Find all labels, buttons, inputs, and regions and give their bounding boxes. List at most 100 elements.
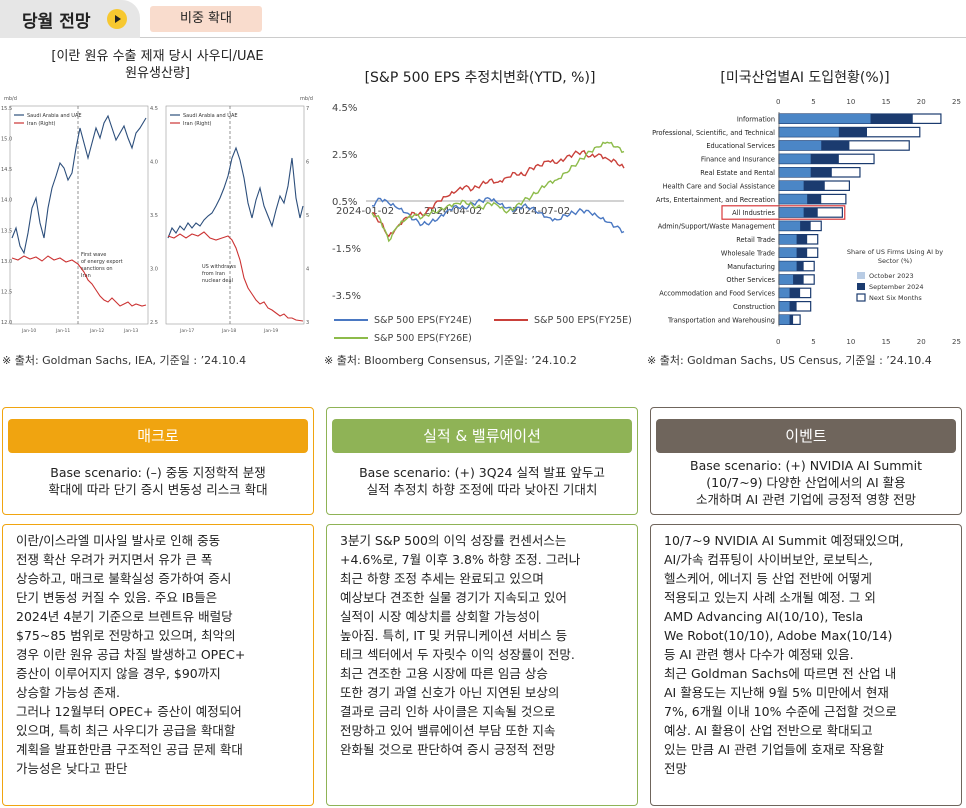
oil-right-tick: 6 [306,160,309,166]
body-line: 최근 하향 조정 추세는 완료되고 있으며 [340,571,544,586]
oil-right-x-tick: Jan-18 [221,328,236,334]
oil-left-annotation-2: of energy export [81,259,123,265]
oil-right-unit: mb/d [300,96,313,102]
ai-category-label: Finance and Insurance [701,156,775,164]
body-line: 예상보다 견조한 실물 경기가 지속되고 있어 [340,590,567,605]
ai-category-label: Health Care and Social Assistance [663,182,775,190]
panel-1-scenario-box [2,407,314,515]
body-line: 전망하고 있어 밸류에이션 부담 또한 지속 [340,723,556,738]
oil-left-tick: 15.5 [1,106,12,112]
panel-2-scenario-box [326,407,638,515]
ai-category-label: Retail Trade [736,236,775,244]
body-line: 계획을 발표한만큼 구조적인 공급 문제 확대 [16,742,243,757]
page-title: 당월 전망 [22,12,91,32]
oil-right-tick: 5 [306,213,309,219]
eps-x-axis: 2024-01-02 2024-04-02 2024-07-02 [336,206,570,217]
eps-series-line [371,196,625,234]
play-icon[interactable] [107,9,127,29]
body-line: 테크 섹터에서 두 자릿수 이익 성장률이 전망. [340,647,575,662]
eps-y-tick: 4.5% [332,103,357,114]
oil-left-tick: 12.0 [1,320,12,326]
ai-legend-label: September 2024 [869,283,924,291]
oil-right-iran-line [167,231,304,322]
ai-x-tick-bottom: 25 [952,338,961,346]
ai-bar-october-2023 [779,207,804,218]
scenario-line: 실적 추정치 하향 조정에 따라 낮아진 기대치 [366,482,598,497]
oil-mid-tick: 4.0 [150,160,158,166]
eps-x-tick: 2024-01-02 [336,206,394,217]
ai-bar-october-2023 [779,221,801,231]
body-line: 3분기 S&P 500의 이익 성장률 컨센서스는 [340,533,567,548]
oil-right-annotation: US withdraws from Iran nuclear deal [202,264,236,284]
ai-category-label: All Industries [732,209,775,217]
ai-category-label: Information [737,115,775,123]
body-line: 등 AI 관련 행사 다수가 예정돼 있음. [664,647,854,662]
ai-chart-title: [미국산업별AI 도입현황(%)] [720,70,890,86]
ai-bar-october-2023 [779,181,804,191]
body-line: 상승하고, 매크로 불확실성 증가하여 증시 [16,571,232,586]
panel-1-scenario: Base scenario: (–) 중동 지정학적 분쟁 확대에 따라 단기 증… [6,464,310,498]
ai-x-tick-top: 15 [882,98,891,106]
oil-left-annotation-1: First wave [81,252,106,258]
header-divider [140,37,966,38]
eps-chart: 4.5% 2.5% 0.5% -1.5% -3.5% 2024-01-02 2024-04… [332,103,632,344]
oil-right-legend: Saudi Arabia and UAE Iran (Right) [170,113,238,127]
body-line: 최근 Goldman Sachs에 따르면 전 산업 내 [664,666,897,681]
ai-category-label: Accommodation and Food Services [659,290,775,298]
panel-1-title: 매크로 [8,419,308,453]
body-line: 단기 변동성 커질 수 있음. 주요 IB들은 [16,590,218,605]
ai-bar-october-2023 [779,194,808,204]
body-line: 전망 [664,761,688,776]
oil-right-axis: 7 6 5 4 3 [306,106,309,326]
oil-right-annotation-1: US withdraws [202,264,236,270]
eps-x-tick: 2024-04-02 [424,206,482,217]
oil-chart-title-line1: [이란 원유 수출 제재 당시 사우디/UAE [51,49,264,64]
panel-2-title: 실적 & 밸류에이션 [332,419,632,453]
ai-legend-swatch [856,293,866,302]
oil-right-x-tick: Jan-19 [263,328,278,334]
ai-legend-title: Share of US Firms Using AI by [847,248,943,256]
body-line: 증산이 이루어지지 않을 경우, $90까지 [16,666,221,681]
oil-left-x-tick: Jan-13 [123,328,138,334]
panel-3-title: 이벤트 [656,419,956,453]
ai-x-axis: 0 0 5 5 10 10 15 15 20 20 25 25 [776,98,961,346]
body-line: We Robot(10/10), Adobe Max(10/14) [664,628,893,643]
oil-chart-title-line2: 원유생산량] [125,66,190,81]
eps-legend: S&P 500 EPS(FY24E) S&P 500 EPS(FY25E) S&P … [334,315,632,344]
ai-x-tick-top: 0 [776,98,780,106]
oil-left-axis: 15.5 15.0 14.5 14.0 13.5 13.0 12.5 12.0 [1,106,12,326]
ai-bar-october-2023 [779,167,811,177]
ai-x-tick-bottom: 20 [917,338,926,346]
ai-category-label: Construction [733,303,775,311]
ai-x-tick-bottom: 0 [776,338,780,346]
oil-mid-axis: 4.5 4.0 3.5 3.0 2.5 [150,106,158,326]
eps-chart-title: [S&P 500 EPS 추정치변화(YTD, %)] [364,70,596,86]
eps-legend-label: S&P 500 EPS(FY25E) [534,315,632,326]
body-line: AI 활용도는 지난해 9월 5% 미만에서 현재 [664,685,889,700]
body-line: 가능성은 낮다고 판단 [16,761,128,776]
eps-y-tick: -3.5% [332,291,361,302]
oil-left-x-axis: Jan-10 Jan-11 Jan-12 Jan-13 [21,328,138,334]
ai-bar-october-2023 [779,140,822,151]
oil-right-panel-frame [165,105,305,325]
oil-right-legend-saudi: Saudi Arabia and UAE [183,113,238,119]
eps-y-tick: -1.5% [332,244,361,255]
eps-series-line [371,149,625,238]
ai-category-label: Other Services [726,276,775,284]
ai-legend-label: October 2023 [869,272,914,280]
ai-bar-october-2023 [779,301,790,311]
oil-left-annotation: First wave of energy export sanctions on… [81,252,123,279]
ai-category-label: Manufacturing [727,263,775,271]
oil-right-tick: 4 [306,267,309,273]
ai-category-label: Admin/Support/Waste Management [658,223,776,231]
eps-y-tick: 0.5% [332,197,357,208]
oil-left-x-tick: Jan-11 [55,328,70,334]
body-line: 또한 경기 과열 신호가 아닌 지연된 보상의 [340,685,560,700]
eps-series-line [371,141,625,243]
oil-left-x-tick: Jan-12 [89,328,104,334]
oil-right-saudi-line [167,146,304,239]
ai-category-label: Arts, Entertainment, and Recreation [656,196,775,204]
panel-1-body: 이란/이스라엘 미사일 발사로 인해 중동 전쟁 확산 우려가 커지면서 유가 큰… [16,531,306,778]
eps-series-lines [371,141,625,243]
